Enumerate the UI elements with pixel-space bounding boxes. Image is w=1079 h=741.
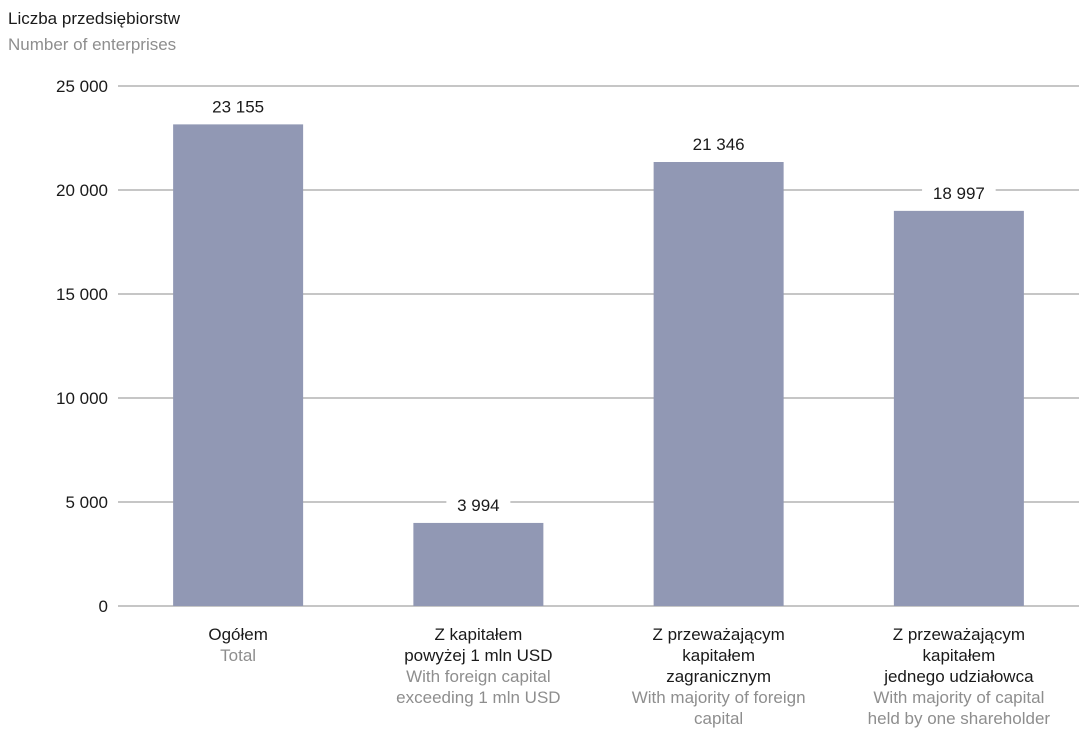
x-axis-categories: Ogółem Total Z kapitałem powyżej 1 mln USD W… xyxy=(208,625,1050,728)
bars xyxy=(173,124,1024,606)
bar xyxy=(893,210,1024,606)
value-label: 21 346 xyxy=(693,135,745,154)
y-tick-label: 5 000 xyxy=(65,493,108,512)
category-label: jednego udziałowca xyxy=(883,667,1034,686)
value-label: 3 994 xyxy=(457,496,500,515)
category-label-english: Total xyxy=(220,646,256,665)
category-label: powyżej 1 mln USD xyxy=(404,646,552,665)
y-tick-label: 20 000 xyxy=(56,181,108,200)
category-label: Ogółem xyxy=(208,625,268,644)
category-label-english: With majority of foreign xyxy=(632,688,806,707)
bar xyxy=(173,124,304,606)
value-label-background xyxy=(201,96,275,117)
value-label: 23 155 xyxy=(212,97,264,116)
category-label-english: With majority of capital xyxy=(873,688,1044,707)
y-tick-label: 0 xyxy=(99,597,108,616)
category-label-english: With foreign capital xyxy=(406,667,551,686)
y-axis-ticks: 0 5 000 10 000 15 000 20 000 25 000 xyxy=(56,77,108,616)
category-label: kapitałem xyxy=(682,646,755,665)
bar xyxy=(653,162,784,606)
category-label: Z przeważającym xyxy=(893,625,1025,644)
y-tick-label: 25 000 xyxy=(56,77,108,96)
category-label-english: held by one shareholder xyxy=(868,709,1051,728)
category-label: kapitałem xyxy=(922,646,995,665)
y-tick-label: 10 000 xyxy=(56,389,108,408)
value-labels: 23 155 3 994 21 346 18 997 xyxy=(201,96,996,515)
category-label: Z kapitałem xyxy=(434,625,522,644)
value-label: 18 997 xyxy=(933,184,985,203)
value-label-background xyxy=(446,494,511,515)
value-label-background xyxy=(681,134,756,155)
category-label-english: capital xyxy=(694,709,743,728)
y-tick-label: 15 000 xyxy=(56,285,108,304)
category-label-english: exceeding 1 mln USD xyxy=(396,688,560,707)
category-label: zagranicznym xyxy=(666,667,771,686)
bar xyxy=(413,522,544,606)
y-axis-title: Liczba przedsiębiorstw xyxy=(8,9,181,28)
category-label: Z przeważającym xyxy=(652,625,784,644)
value-label-background xyxy=(922,182,996,203)
y-axis-title-english: Number of enterprises xyxy=(8,35,176,54)
